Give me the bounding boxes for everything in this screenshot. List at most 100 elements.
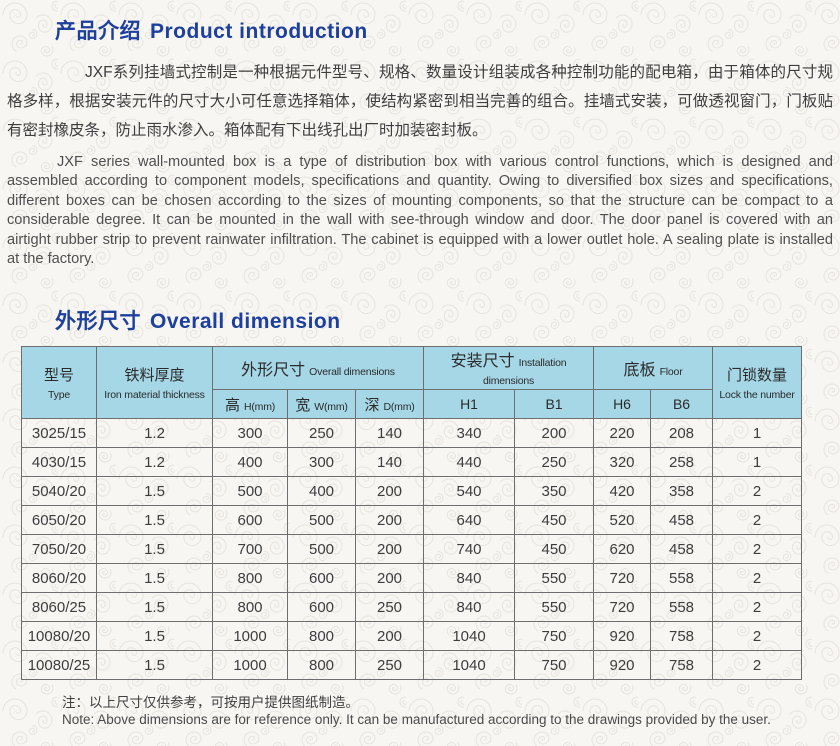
table-cell: 6050/20 [21, 505, 97, 536]
table-cell: 1.5 [96, 621, 213, 652]
table-cell: 800 [212, 592, 288, 623]
table-cell: 1040 [423, 621, 516, 652]
header-floor-en: Floor [659, 366, 683, 379]
header-depth-zh: 深 [364, 396, 380, 414]
table-cell: 458 [650, 534, 714, 565]
table-cell: 440 [423, 447, 516, 478]
table-cell: 1.2 [96, 418, 213, 449]
overall-dimension-title-en: Overall dimension [150, 310, 341, 334]
header-height-zh: 高 [224, 396, 240, 414]
table-cell: 2 [712, 505, 803, 536]
table-cell: 620 [593, 534, 652, 565]
table-cell: 1000 [212, 621, 288, 652]
table-row: 5040/20 1.5 500 400 200 540 350 420 358 2 [21, 476, 803, 507]
table-cell: 258 [650, 447, 714, 478]
table-cell: 2 [712, 563, 803, 594]
table-cell: 750 [514, 621, 595, 652]
table-cell: 400 [212, 447, 288, 478]
table-cell: 750 [514, 650, 595, 681]
table-cell: 500 [287, 505, 356, 536]
table-cell: 2 [712, 476, 803, 507]
table-body: 3025/15 1.2 300 250 140 340 200 220 208 1 4030/15 1… [21, 418, 803, 681]
table-cell: 550 [514, 563, 595, 594]
table-row: 10080/20 1.5 1000 800 200 1040 750 920 758 2 [21, 621, 803, 652]
header-type-en: Type [48, 389, 70, 402]
header-type-zh: 型号 [43, 367, 74, 385]
table-cell: 250 [514, 447, 595, 478]
table-cell: 1.5 [96, 505, 213, 536]
header-type: 型号 Type [21, 346, 97, 420]
table-cell: 1040 [423, 650, 516, 681]
section-title-overall-dimension: 外形尺寸 Overall dimension [7, 269, 833, 335]
table-cell: 340 [423, 418, 516, 449]
table-row: 3025/15 1.2 300 250 140 340 200 220 208 1 [21, 418, 803, 449]
table-cell: 1000 [212, 650, 288, 681]
section-title-product-introduction: 产品介绍 Product introduction [7, 0, 833, 45]
table-cell: 920 [593, 650, 652, 681]
table-cell: 920 [593, 621, 652, 652]
table-cell: 4030/15 [21, 447, 97, 478]
table-cell: 558 [650, 563, 714, 594]
header-width-en: W(mm) [314, 400, 348, 413]
header-lock-number-zh: 门锁数量 [727, 367, 788, 385]
table-cell: 700 [212, 534, 288, 565]
table-cell: 800 [287, 650, 356, 681]
table-cell: 2 [712, 592, 803, 623]
table-cell: 300 [287, 447, 356, 478]
header-iron-thickness: 铁料厚度 Iron material thickness [96, 346, 213, 420]
table-cell: 358 [650, 476, 714, 507]
table-cell: 1.5 [96, 534, 213, 565]
table-cell: 758 [650, 650, 714, 681]
header-h6: H6 [593, 389, 652, 420]
table-cell: 720 [593, 563, 652, 594]
table-cell: 2 [712, 534, 803, 565]
header-b1: B1 [514, 389, 595, 420]
header-depth: 深 D(mm) [354, 389, 425, 420]
table-cell: 200 [354, 621, 425, 652]
header-width: 宽 W(mm) [287, 389, 356, 420]
table-cell: 7050/20 [21, 534, 97, 565]
header-overall-dimensions: 外形尺寸 Overall dimensions [211, 346, 425, 391]
table-cell: 800 [212, 563, 288, 594]
header-iron-thickness-zh: 铁料厚度 [124, 367, 185, 385]
table-row: 8060/20 1.5 800 600 200 840 550 720 558 2 [21, 563, 803, 594]
table-cell: 200 [514, 418, 595, 449]
table-cell: 500 [212, 476, 288, 507]
table-cell: 840 [423, 592, 516, 623]
table-header: 型号 Type 铁料厚度 Iron material thickness 外形尺… [21, 346, 803, 420]
table-cell: 140 [354, 418, 425, 449]
table-cell: 250 [354, 592, 425, 623]
table-cell: 10080/20 [21, 621, 97, 652]
table-cell: 2 [712, 650, 803, 681]
table-cell: 1.5 [96, 563, 213, 594]
table-cell: 640 [423, 505, 516, 536]
table-cell: 300 [212, 418, 288, 449]
table-cell: 250 [354, 650, 425, 681]
overall-dimension-title-zh: 外形尺寸 [55, 310, 141, 334]
table-cell: 720 [593, 592, 652, 623]
table-cell: 320 [593, 447, 652, 478]
note-block: 注：以上尺寸仅供参考，可按用户提供图纸制造。 Note: Above dimen… [62, 694, 833, 728]
table-row: 6050/20 1.5 600 500 200 640 450 520 458 2 [21, 505, 803, 536]
table-row: 4030/15 1.2 400 300 140 440 250 320 258 1 [21, 447, 803, 478]
table-cell: 840 [423, 563, 516, 594]
header-height-en: H(mm) [243, 400, 276, 413]
table-row: 7050/20 1.5 700 500 200 740 450 620 458 2 [21, 534, 803, 565]
table-cell: 540 [423, 476, 516, 507]
header-floor: 底板 Floor [593, 346, 714, 391]
table-cell: 200 [354, 476, 425, 507]
table-cell: 740 [423, 534, 516, 565]
note-en: Note: Above dimensions are for reference… [62, 712, 771, 728]
table-cell: 1 [712, 418, 803, 449]
table-cell: 10080/25 [21, 650, 97, 681]
header-overall-dimensions-en: Overall dimensions [309, 366, 395, 379]
header-overall-dimensions-zh: 外形尺寸 [241, 362, 306, 380]
table-cell: 600 [212, 505, 288, 536]
table-cell: 1 [712, 447, 803, 478]
table-cell: 200 [354, 563, 425, 594]
table-cell: 800 [287, 621, 356, 652]
table-cell: 250 [287, 418, 356, 449]
table-cell: 140 [354, 447, 425, 478]
table-row: 10080/25 1.5 1000 800 250 1040 750 920 758 2 [21, 650, 803, 681]
